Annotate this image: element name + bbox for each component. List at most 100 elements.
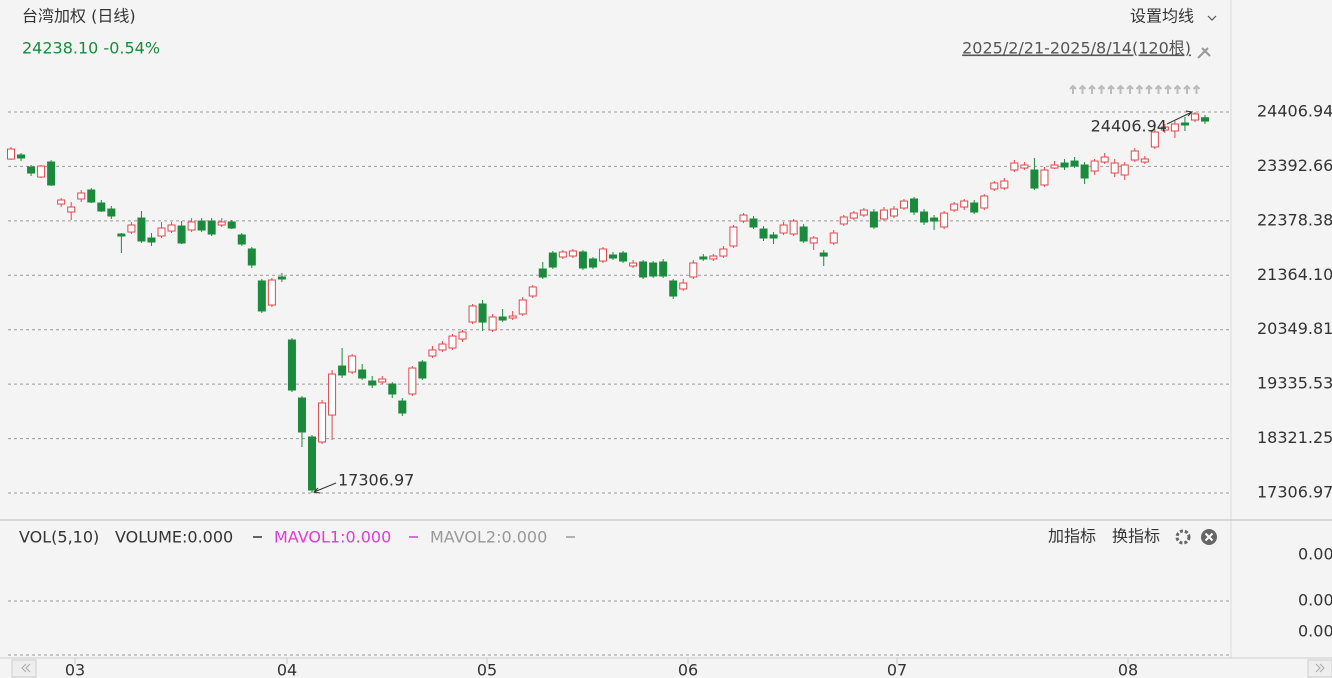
candle-body — [458, 331, 467, 340]
arrow-icon — [1126, 84, 1134, 94]
candle-body — [508, 315, 517, 319]
candle-body — [779, 224, 788, 234]
candle-body — [107, 208, 116, 217]
candle-body — [930, 217, 939, 222]
candle-body — [17, 154, 26, 159]
add-indicator[interactable]: 加指标 — [1048, 527, 1096, 546]
candle-body — [77, 192, 86, 200]
y-tick-label: 17306.97 — [1257, 483, 1332, 502]
candle-body — [297, 397, 306, 433]
candle-body — [37, 165, 46, 178]
candle-body — [1050, 164, 1059, 169]
candle-body — [980, 195, 989, 209]
candle-body — [97, 202, 106, 212]
arrow-icon — [1097, 84, 1106, 94]
vol-tick-label: 0.00 — [1298, 622, 1332, 641]
candle-body — [257, 280, 266, 312]
candle-body — [1170, 123, 1179, 132]
candle-body — [338, 365, 347, 376]
ma-setting[interactable]: 设置均线 — [1130, 7, 1194, 26]
candle-body — [679, 282, 688, 290]
arrow-icon — [1173, 84, 1182, 94]
vol-tick-label: 0.00 — [1298, 591, 1332, 610]
candle-body — [267, 279, 276, 306]
x-tick-label: 08 — [1118, 661, 1138, 678]
close-cross — [1204, 532, 1214, 542]
y-tick-label: 18321.25 — [1257, 428, 1332, 447]
vol-name: VOL(5,10) — [19, 528, 99, 547]
y-tick-label: 20349.81 — [1257, 319, 1332, 338]
candle-body — [1100, 156, 1109, 163]
candle-body — [759, 228, 768, 239]
candle-body — [1060, 162, 1069, 168]
arrow-icon — [1078, 84, 1087, 94]
candle-body — [799, 226, 808, 242]
candle-body — [568, 250, 577, 257]
candle-body — [127, 224, 136, 233]
x-tick-label: 04 — [277, 661, 297, 678]
candle-body — [528, 286, 537, 297]
candle-body — [1201, 117, 1209, 122]
candle-body — [1090, 160, 1099, 172]
candle-body — [899, 200, 908, 209]
scroll-left[interactable] — [11, 659, 37, 678]
candle-body — [287, 339, 296, 391]
candle-body — [689, 262, 698, 278]
candle-body — [57, 199, 66, 205]
candle-body — [388, 383, 397, 395]
arrow-icon — [1107, 84, 1115, 94]
candle-body — [328, 373, 337, 416]
candle-body — [398, 400, 407, 414]
candle-body — [1160, 126, 1169, 131]
y-tick-label: 19335.53 — [1257, 374, 1332, 393]
candle-body — [87, 189, 96, 203]
arrow-icon — [1069, 84, 1077, 94]
candle-body — [438, 343, 447, 351]
candle-body — [197, 220, 206, 231]
arrow-icon — [1135, 84, 1144, 94]
x-tick-label: 03 — [65, 661, 85, 678]
arrow-icon — [1164, 84, 1172, 94]
arrow-icon — [1088, 84, 1096, 94]
x-tick-label: 07 — [887, 661, 907, 678]
candle-body — [187, 221, 196, 231]
arrow-icon — [1183, 84, 1191, 94]
candle-body — [488, 316, 497, 331]
candle-body — [699, 256, 708, 260]
candle-body — [478, 303, 487, 323]
candle-body — [207, 220, 216, 235]
switch-indicator[interactable]: 换指标 — [1112, 527, 1160, 546]
settings-icon[interactable] — [1175, 529, 1191, 545]
candle-body — [277, 276, 286, 280]
candle-body — [1010, 162, 1019, 171]
candle-body — [318, 402, 327, 443]
high-label: 24406.94 — [1091, 117, 1167, 136]
candle-body — [448, 335, 457, 349]
candle-body — [27, 166, 36, 174]
candle-body — [558, 251, 567, 258]
pin-icon[interactable] — [1197, 47, 1211, 59]
arrow-row — [1069, 84, 1201, 94]
candle-body — [47, 161, 56, 186]
arrow-icon — [1145, 84, 1153, 94]
candle-body — [237, 234, 246, 245]
dropdown-icon[interactable] — [1207, 15, 1217, 21]
candle-body — [649, 262, 658, 277]
candle-body — [990, 182, 999, 190]
candle-body — [167, 224, 176, 232]
arrow-icon — [1116, 84, 1125, 94]
candle-body — [408, 367, 417, 395]
candle-body — [177, 225, 186, 244]
vol-mavol2: MAVOL2:0.000 — [430, 528, 547, 547]
candle-body — [538, 268, 547, 278]
low-label: 17306.97 — [338, 471, 414, 490]
candle-body — [368, 380, 377, 386]
candle-body — [839, 216, 848, 225]
candle-body — [819, 252, 828, 257]
arrow-icon — [1154, 84, 1163, 94]
quote: 24238.10 -0.54% — [22, 39, 160, 58]
candle-body — [849, 212, 858, 219]
candle-body — [1180, 122, 1189, 126]
candle-body — [709, 255, 718, 260]
